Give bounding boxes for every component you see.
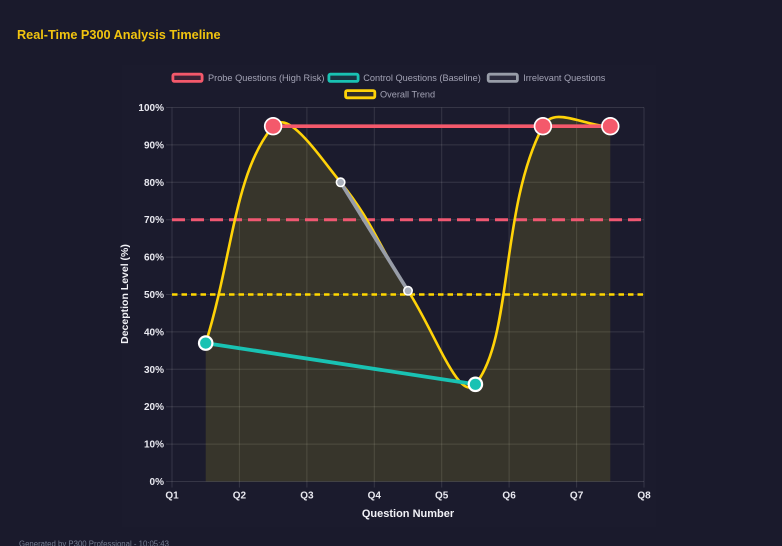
svg-text:30%: 30% [144,365,164,376]
svg-text:60%: 60% [144,253,164,264]
svg-text:Probe Questions (High Risk): Probe Questions (High Risk) [208,73,324,83]
svg-text:Q7: Q7 [570,491,584,502]
svg-text:Question Number: Question Number [362,508,455,520]
svg-text:Q6: Q6 [502,491,516,502]
svg-text:70%: 70% [144,215,164,226]
svg-text:Q8: Q8 [637,491,651,502]
svg-text:10%: 10% [144,440,164,451]
svg-text:Deception Level (%): Deception Level (%) [119,244,131,344]
svg-text:Q2: Q2 [233,491,247,502]
svg-text:Real-Time P300 Analysis Timeli: Real-Time P300 Analysis Timeline [17,28,221,42]
svg-text:Q5: Q5 [435,491,449,502]
svg-text:Q3: Q3 [300,491,314,502]
svg-text:0%: 0% [150,477,165,488]
svg-text:Control Questions (Baseline): Control Questions (Baseline) [363,73,480,83]
svg-text:20%: 20% [144,402,164,413]
svg-text:100%: 100% [138,103,164,114]
svg-text:50%: 50% [144,290,164,301]
svg-text:Generated by P300 Professional: Generated by P300 Professional - 10:05:4… [19,540,169,546]
svg-text:Overall Trend: Overall Trend [380,90,435,100]
svg-text:90%: 90% [144,140,164,151]
svg-text:Irrelevant Questions: Irrelevant Questions [523,73,606,83]
svg-text:Q4: Q4 [368,491,382,502]
svg-text:Q1: Q1 [165,491,179,502]
svg-text:40%: 40% [144,327,164,338]
svg-text:80%: 80% [144,178,164,189]
